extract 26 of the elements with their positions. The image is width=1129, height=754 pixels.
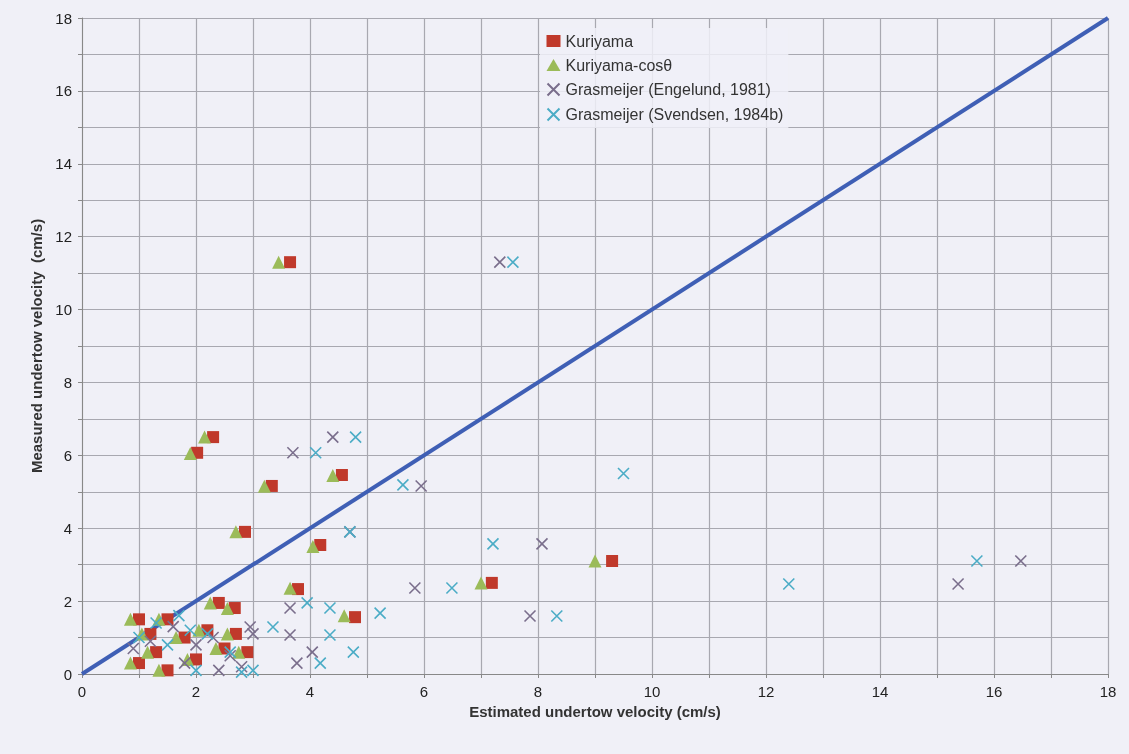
x-tick-label: 4 xyxy=(305,683,315,700)
y-tick-label: 18 xyxy=(55,9,72,27)
x-tick-label: 2 xyxy=(191,683,201,700)
x-tick-label: 18 xyxy=(1099,683,1117,700)
y-tick-label: 8 xyxy=(63,373,72,391)
x-tick-label: 0 xyxy=(77,683,87,700)
legend-label: Kuriyama xyxy=(565,32,634,50)
x-tick-label: 10 xyxy=(643,683,661,700)
x-tick-label: 16 xyxy=(985,683,1003,700)
legend-label: Grasmeijer (Svendsen, 1984b) xyxy=(565,106,784,123)
y-tick-label: 12 xyxy=(55,228,72,246)
legend-label: Grasmeijer (Engelund, 1981) xyxy=(565,81,771,98)
x-tick-label: 14 xyxy=(871,683,889,700)
y-tick-label: 6 xyxy=(63,446,72,464)
y-tick-label: 0 xyxy=(63,665,72,683)
x-axis-title: Estimated undertow velocity (cm/s) xyxy=(469,703,721,720)
y-axis-title: Measured undertow velocity (cm/s) xyxy=(28,218,46,474)
x-tick-label: 8 xyxy=(533,683,543,700)
x-tick-label: 6 xyxy=(419,683,429,700)
y-tick-label: 2 xyxy=(63,592,72,610)
y-tick-label: 16 xyxy=(55,82,72,100)
x-tick-label: 12 xyxy=(757,683,775,700)
y-tick-label: 4 xyxy=(63,519,72,537)
y-tick-label: 14 xyxy=(55,155,72,173)
legend-label: Kuriyama-cosθ xyxy=(565,56,673,74)
y-tick-label: 10 xyxy=(55,301,72,319)
